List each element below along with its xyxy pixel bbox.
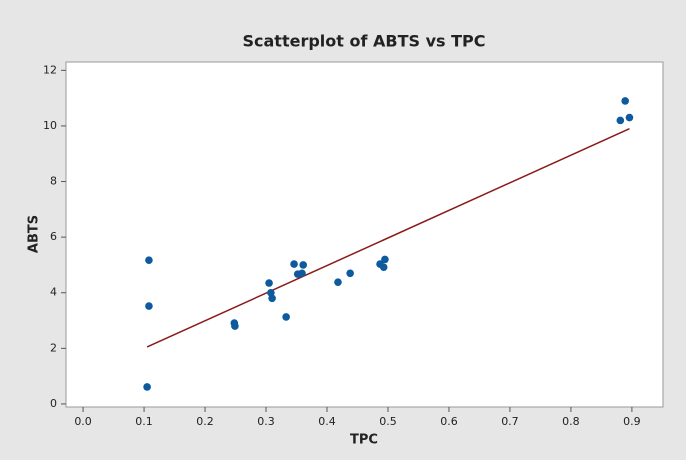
- point: [268, 294, 276, 303]
- x-tick-label: 0.1: [135, 415, 153, 428]
- point: [625, 113, 634, 122]
- x-tick-label: 0.9: [623, 415, 641, 428]
- point: [145, 302, 153, 310]
- y-axis-label: ABTS: [27, 215, 42, 253]
- point: [265, 279, 273, 287]
- x-tick-label: 0.0: [74, 415, 92, 428]
- x-tick-label: 0.3: [257, 415, 275, 428]
- point: [621, 97, 629, 105]
- y-tick-label: 4: [50, 286, 57, 299]
- y-tick-label: 6: [50, 230, 57, 243]
- x-tick-label: 0.2: [196, 415, 214, 428]
- y-tick-label: 10: [43, 119, 57, 132]
- x-axis-label: TPC: [350, 433, 378, 448]
- point: [143, 383, 151, 391]
- point: [231, 322, 239, 330]
- plot-area: [65, 61, 664, 408]
- fit-line: [146, 128, 630, 348]
- x-tick-label: 0.4: [318, 415, 336, 428]
- point: [616, 116, 625, 125]
- x-tick-label: 0.7: [501, 415, 519, 428]
- y-tick-label: 0: [50, 397, 57, 410]
- x-tick-label: 0.6: [440, 415, 458, 428]
- point: [298, 269, 306, 278]
- point: [334, 278, 342, 286]
- x-tick-label: 0.8: [562, 415, 580, 428]
- y-tick-label: 8: [50, 175, 57, 188]
- chart-title: Scatterplot of ABTS vs TPC: [242, 32, 485, 51]
- y-tick-label: 12: [43, 63, 57, 76]
- point: [346, 269, 354, 278]
- point: [145, 256, 153, 265]
- y-tick-label: 2: [50, 341, 57, 354]
- x-tick-label: 0.5: [379, 415, 397, 428]
- point: [381, 255, 389, 264]
- point: [282, 313, 290, 321]
- point: [299, 261, 308, 269]
- point: [290, 260, 298, 268]
- point: [379, 263, 388, 271]
